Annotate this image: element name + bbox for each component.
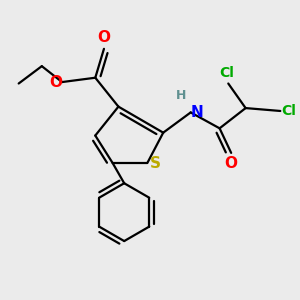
Text: O: O — [225, 156, 238, 171]
Text: O: O — [49, 75, 62, 90]
Text: N: N — [191, 105, 203, 120]
Text: Cl: Cl — [219, 66, 234, 80]
Text: S: S — [150, 156, 160, 171]
Text: Cl: Cl — [281, 104, 296, 118]
Text: H: H — [176, 89, 186, 102]
Text: O: O — [98, 30, 110, 45]
